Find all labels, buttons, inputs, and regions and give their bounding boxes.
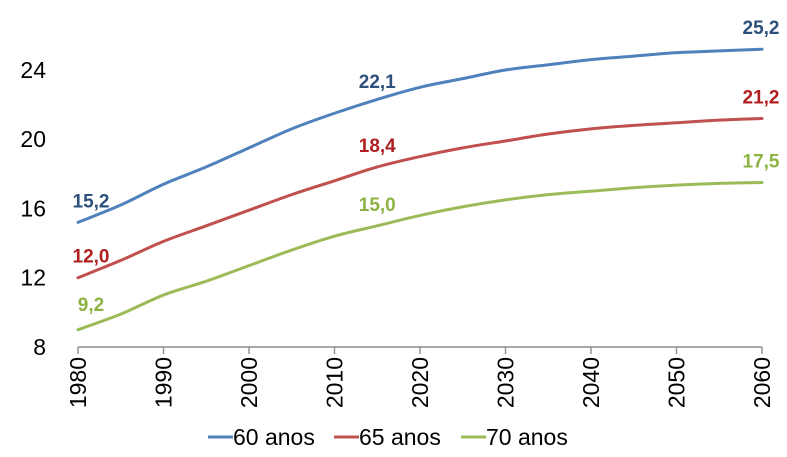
y-tick-label: 8: [33, 334, 46, 360]
y-axis: 8 12 16 20 24: [20, 57, 46, 360]
legend-label: 65 anos: [359, 424, 441, 450]
data-labels: 15,2 22,1 25,2 12,0 18,4 21,2 9,2 15,0 17,5: [73, 18, 780, 316]
data-label: 21,2: [743, 87, 780, 108]
y-tick-label: 20: [20, 126, 46, 152]
data-label: 15,0: [359, 195, 396, 216]
data-label: 22,1: [359, 72, 396, 93]
legend-label: 60 anos: [233, 424, 315, 450]
x-tick-label: 2050: [664, 357, 690, 408]
data-label: 12,0: [73, 247, 110, 268]
x-tick-label: 2030: [493, 357, 519, 408]
legend: 60 anos 65 anos 70 anos: [208, 424, 568, 450]
data-label: 9,2: [78, 295, 104, 316]
series-line-60-anos: [76, 47, 764, 224]
x-tick-label: 2020: [407, 357, 433, 408]
data-label: 15,2: [73, 191, 110, 212]
legend-label: 70 anos: [486, 424, 568, 450]
x-tick-label: 2010: [322, 357, 348, 408]
series-lines: [76, 47, 764, 332]
x-tick-label: 2060: [749, 357, 775, 408]
data-label: 18,4: [359, 136, 396, 157]
x-tick-label: 1990: [151, 357, 177, 408]
x-tick-label: 1980: [65, 357, 91, 408]
y-tick-label: 24: [20, 57, 46, 83]
series-line-70-anos: [76, 181, 764, 332]
x-axis: 1980 1990 2000 2010 2020 2030 2040 2050 2060: [65, 346, 775, 408]
data-label: 25,2: [743, 18, 780, 39]
y-tick-label: 16: [20, 195, 46, 221]
series-line-65-anos: [76, 116, 764, 280]
x-tick-label: 2000: [236, 357, 262, 408]
y-tick-label: 12: [20, 265, 46, 291]
x-tick-label: 2040: [578, 357, 604, 408]
data-label: 17,5: [743, 152, 780, 173]
